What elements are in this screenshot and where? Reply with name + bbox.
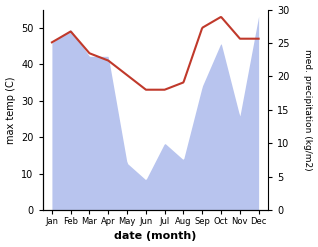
Y-axis label: med. precipitation (kg/m2): med. precipitation (kg/m2) — [303, 49, 313, 171]
Y-axis label: max temp (C): max temp (C) — [5, 76, 16, 144]
X-axis label: date (month): date (month) — [114, 231, 197, 242]
